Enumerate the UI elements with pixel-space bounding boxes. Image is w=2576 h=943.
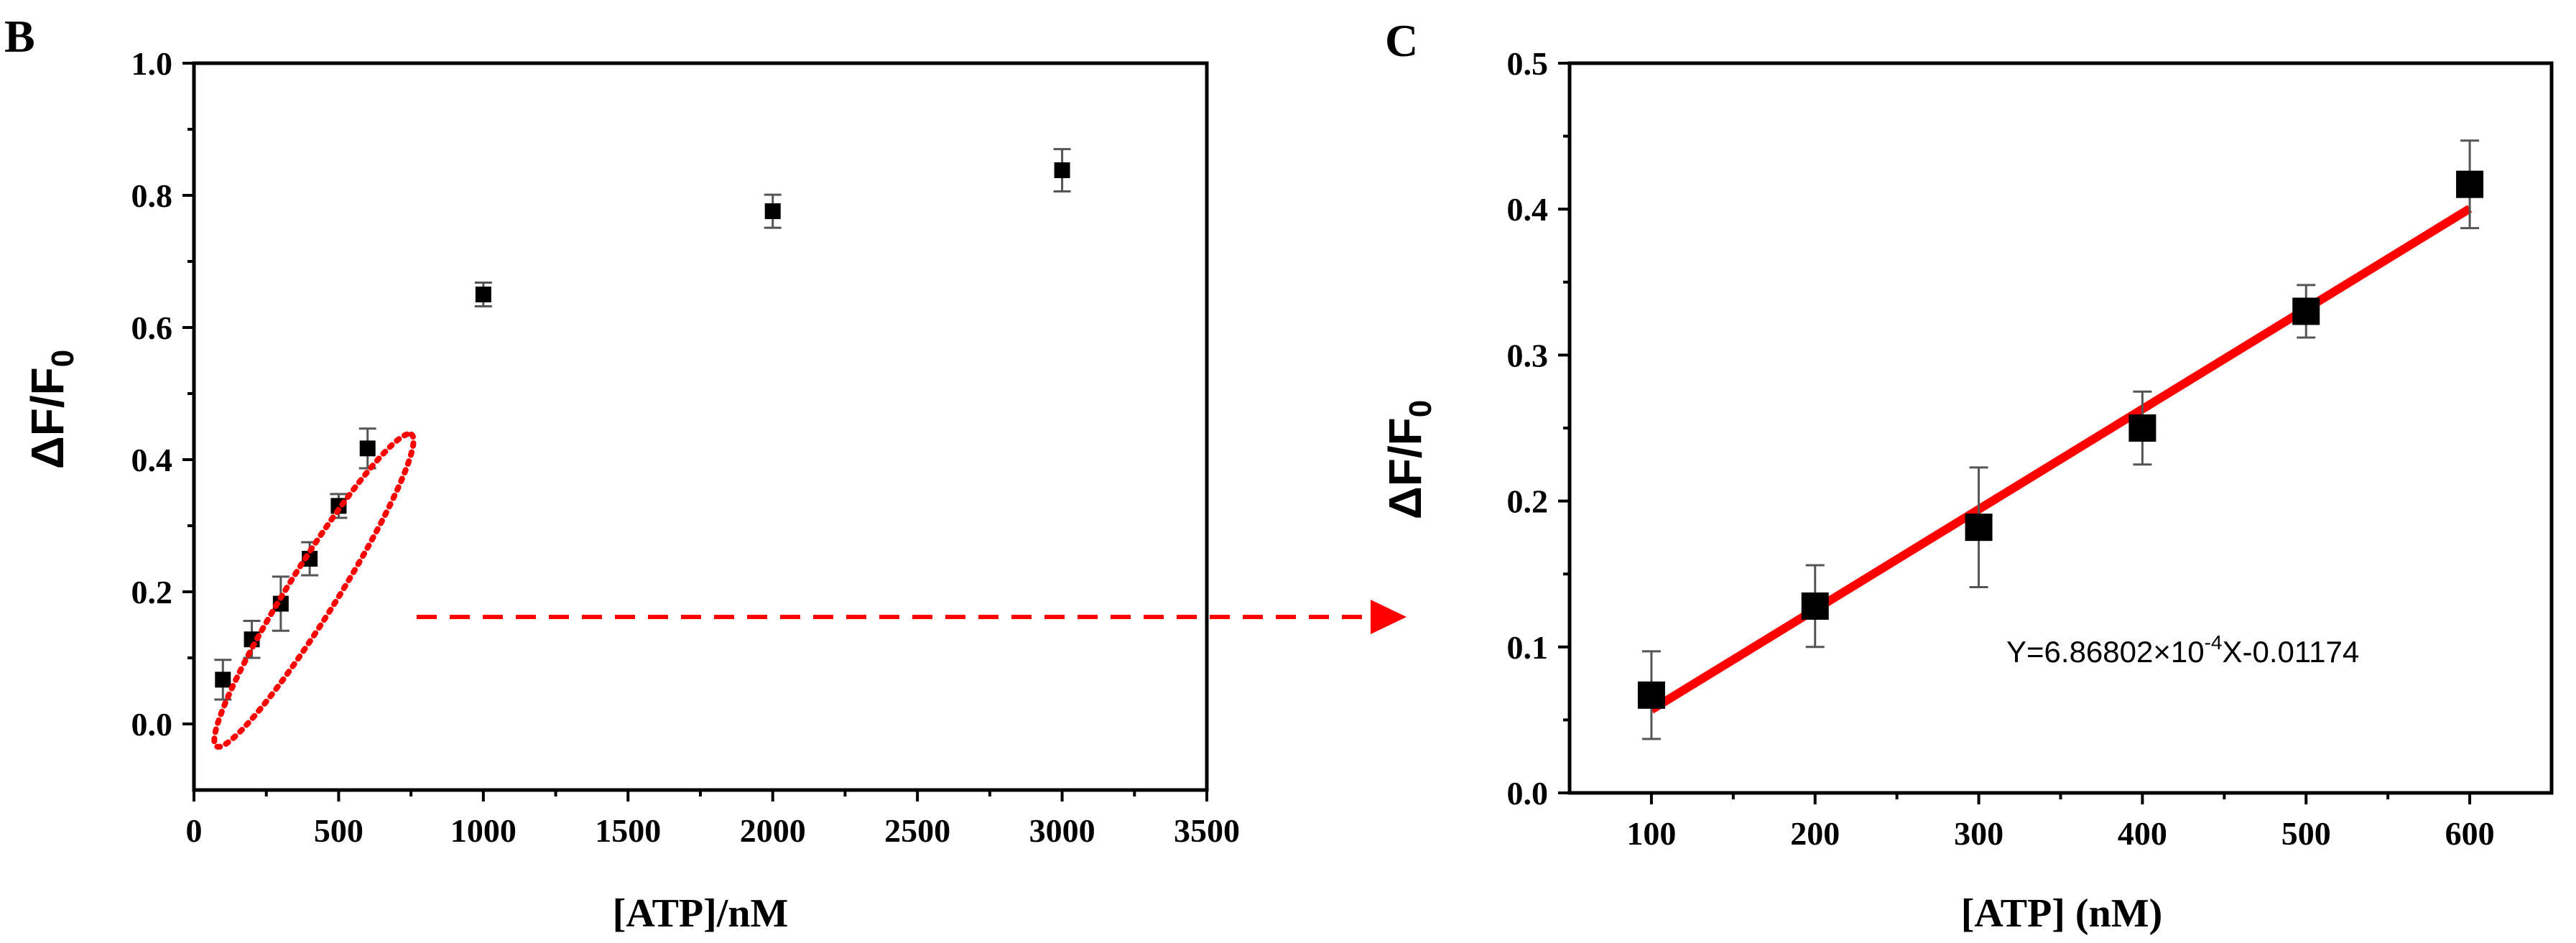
panel-c-y-tick-label: 0.2	[1507, 483, 1549, 520]
panel-b-x-tick-label: 500	[314, 812, 363, 849]
panel-c-y-tick-label: 0.5	[1507, 45, 1549, 82]
panel-c-data-point	[2292, 297, 2320, 325]
panel-b-y-tick-label: 0.8	[131, 177, 173, 214]
panel-c-y-axis-label: ΔF/F0	[1379, 400, 1438, 519]
panel-c-data-point	[2128, 414, 2156, 442]
panel-c-x-tick-label: 100	[1626, 815, 1676, 852]
panel-c-y-tick-label: 0.4	[1507, 191, 1549, 228]
panel-c-x-tick-label: 200	[1790, 815, 1840, 852]
panel-c-y-tick-label: 0.0	[1507, 775, 1549, 812]
panel-b-data-point	[215, 672, 231, 688]
highlight-ellipse	[211, 431, 417, 750]
panel-c-x-tick-label: 300	[1954, 815, 2003, 852]
panel-b-x-tick-label: 2500	[884, 812, 950, 849]
panel-b-data-point	[475, 287, 491, 302]
panel-b-y-tick-label: 1.0	[131, 45, 173, 82]
panel-c-data-point	[2456, 170, 2484, 198]
panel-c-fit-line	[1649, 205, 2473, 714]
panel-b-data-point	[1054, 162, 1070, 179]
panel-b: B 0 500 1000 1500 2000 2500 3000 35000.00.20.40…	[4, 11, 1240, 936]
plot-b: 0 500 1000 1500 2000 2500 3000 3500 0.0 0.2 0.4 0.6…	[131, 45, 1241, 849]
panel-b-x-tick-label: 1000	[450, 812, 516, 849]
panel-b-y-axis-label-sub: 0	[45, 350, 80, 367]
panel-b-x-tick-label: 2000	[740, 812, 806, 849]
panel-b-y-axis-label-main: ΔF/F	[22, 367, 73, 469]
fit-equation: Y=6.86802×10-4X-0.01174	[2006, 631, 2359, 669]
panel-b-data-point	[359, 440, 376, 457]
panel-b-x-axis-label: [ATP]/nM	[613, 891, 789, 936]
panel-c-letter: C	[1385, 15, 1418, 66]
panel-c: C 100 200 300 400 500 600 0.0 0.1 0.2 0.3 0.4 0.5 […	[1379, 15, 2554, 936]
panel-b-y-tick-label: 0.2	[131, 574, 173, 610]
panel-c-data-point	[1965, 514, 1993, 542]
panel-b-y-axis-label: ΔF/F0	[22, 350, 80, 469]
panel-c-plot-frame	[1567, 61, 2554, 795]
panel-b-x-tick-label: 1500	[595, 812, 661, 849]
panel-b-x-tick-label: 3500	[1174, 812, 1240, 849]
transition-arrow-head	[1371, 600, 1407, 634]
panel-b-x-tick-label: 0	[186, 812, 203, 849]
panel-c-y-axis-label-sub: 0	[1403, 400, 1438, 417]
panel-c-data-point	[1801, 592, 1829, 620]
panel-b-y-tick-label: 0.6	[131, 310, 173, 346]
panel-b-y-tick-label: 0.4	[131, 442, 173, 478]
transition-arrow	[417, 600, 1407, 634]
fit-equation-exponent: -4	[2205, 631, 2223, 654]
panel-c-x-axis-label: [ATP] (nM)	[1961, 891, 2162, 936]
fit-equation-prefix: Y=6.86802×10	[2006, 635, 2205, 669]
panel-c-x-tick-label: 400	[2118, 815, 2167, 852]
panel-b-x-tick-label: 3000	[1029, 812, 1095, 849]
panel-b-data-point	[764, 203, 781, 220]
panel-c-x-tick-label: 600	[2445, 815, 2495, 852]
panel-c-x-tick-label: 500	[2281, 815, 2331, 852]
panel-c-y-tick-label: 0.1	[1507, 629, 1549, 666]
panel-b-letter: B	[4, 11, 35, 62]
panel-c-data-point	[1637, 681, 1665, 709]
panel-c-y-axis-label-main: ΔF/F	[1379, 417, 1431, 519]
plot-c: 100 200 300 400 500 600 0.0 0.1 0.2 0.3 0.4 0.5	[1507, 45, 2554, 852]
panel-b-y-tick-label: 0.0	[131, 706, 173, 743]
fit-equation-suffix: X-0.01174	[2223, 635, 2360, 669]
panel-c-y-tick-label: 0.3	[1507, 337, 1549, 373]
